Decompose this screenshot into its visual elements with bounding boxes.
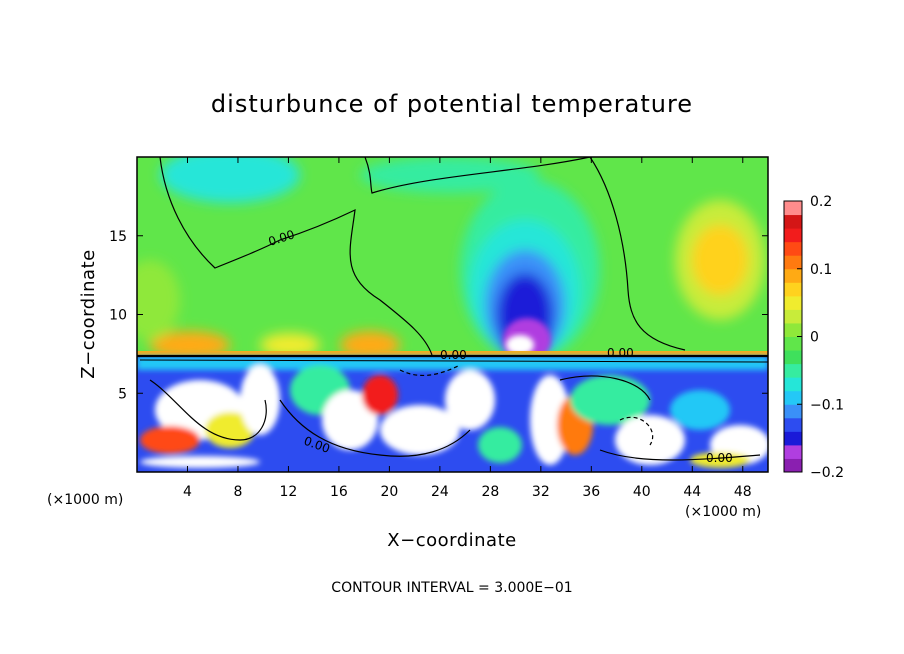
x-tick-label: 44 [683,484,701,500]
colorbar-tick-label: −0.2 [810,465,844,481]
x-tick-label: 32 [532,484,550,500]
colorbar-segment [784,255,802,270]
x-tick-label: 28 [481,484,499,500]
colorbar-segment [784,417,802,432]
contour-lines [137,157,768,461]
x-tick-label: 4 [183,484,192,500]
colorbar-segment [784,444,802,459]
y-tick-label: 15 [109,229,127,245]
colorbar-tick-label: 0.2 [810,194,832,210]
colorbar: 0.2 0.1 0 −0.1 −0.2 [784,194,844,481]
y-axis-label: Z−coordinate [78,249,99,378]
x-tick-label: 24 [431,484,449,500]
y-axis: 5 10 15 [109,229,768,402]
colorbar-segment [784,214,802,229]
colorbar-segment [784,268,802,283]
x-axis: 4 8 12 16 20 24 28 32 36 40 44 48 [183,157,752,500]
x-tick-label: 40 [633,484,651,500]
y-tick-label: 5 [118,386,127,402]
x-tick-label: 8 [233,484,242,500]
x-unit-left: (×1000 m) [47,492,123,508]
colorbar-segment [784,228,802,243]
colorbar-tick-label: −0.1 [810,397,844,413]
contour-label: 0.00 [607,346,634,360]
colorbar-segment [784,458,802,473]
x-axis-label: X−coordinate [387,530,516,551]
colorbar-segment [784,282,802,297]
interface-band [137,351,768,356]
colorbar-tick-label: 0.1 [810,262,832,278]
colorbar-segment [784,201,802,216]
x-tick-label: 12 [280,484,298,500]
colorbar-segment [784,322,802,337]
x-tick-label: 36 [582,484,600,500]
contour-interval-note: CONTOUR INTERVAL = 3.000E−01 [331,580,572,596]
colorbar-segment [784,390,802,405]
contour-label: 0.00 [706,451,733,465]
chart-title: disturbunce of potential temperature [211,90,693,118]
heatmap-field: 0.00 0.00 0.00 0.00 0.00 [137,157,768,472]
x-unit-right: (×1000 m) [685,504,761,520]
x-tick-label: 16 [330,484,348,500]
colorbar-segment [784,404,802,419]
y-tick-label: 10 [109,308,127,324]
colorbar-segment [784,431,802,446]
colorbar-frame [783,200,803,473]
colorbar-segment [784,309,802,324]
colorbar-tick-label: 0 [810,330,819,346]
cold-core-center [506,335,534,355]
colorbar-segment [784,336,802,351]
colorbar-segment [784,377,802,392]
colorbar-segment [784,350,802,365]
x-tick-label: 48 [734,484,752,500]
lower-layer [137,356,768,472]
contour-label: 0.00 [440,348,467,362]
colorbar-segment [784,241,802,256]
colorbar-segment [784,363,802,378]
x-tick-label: 20 [380,484,398,500]
colorbar-segment [784,295,802,310]
